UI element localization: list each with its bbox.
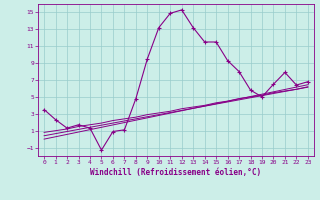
X-axis label: Windchill (Refroidissement éolien,°C): Windchill (Refroidissement éolien,°C): [91, 168, 261, 177]
